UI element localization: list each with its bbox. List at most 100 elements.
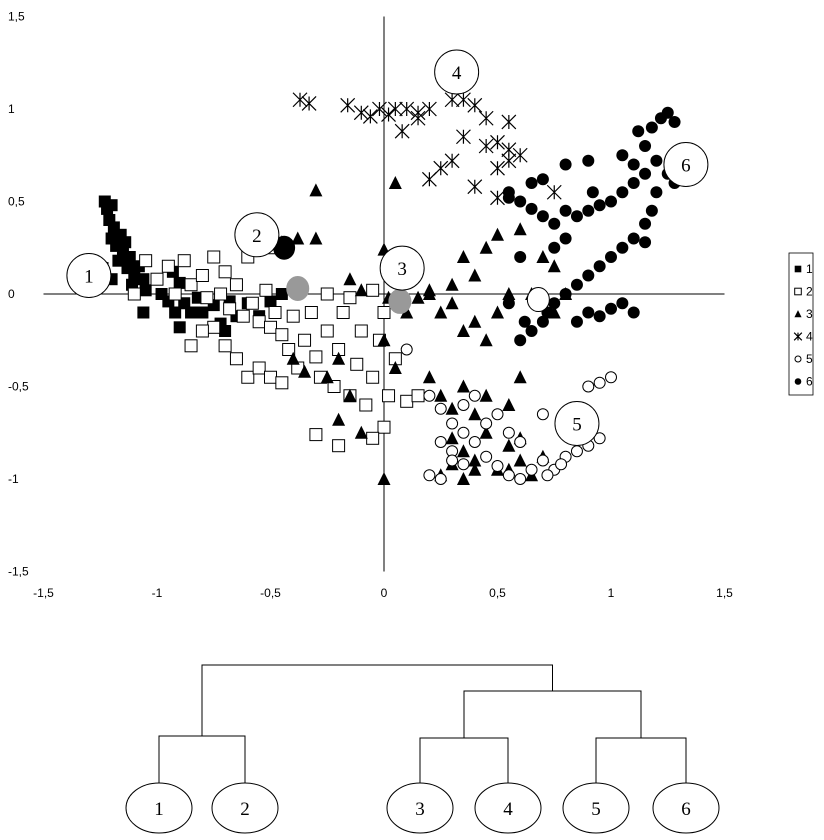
data-point (360, 399, 372, 411)
data-point (456, 93, 470, 107)
data-point (537, 409, 548, 420)
data-point (492, 409, 503, 420)
data-point (639, 236, 651, 248)
data-point (605, 303, 617, 315)
data-point (469, 437, 480, 448)
data-point (537, 173, 549, 185)
dendrogram-leaf-label: 2 (240, 799, 250, 820)
dendrogram-leaf-label: 1 (154, 799, 164, 820)
data-point (400, 102, 414, 116)
data-point (616, 149, 628, 161)
y-tick-label: 0 (8, 287, 15, 301)
data-point (378, 472, 391, 485)
data-point (548, 259, 561, 272)
data-point (355, 283, 368, 296)
x-tick-label: -1,5 (33, 586, 54, 600)
data-point (582, 307, 594, 319)
data-point (628, 159, 640, 171)
dendrogram-link (596, 738, 686, 785)
x-tick-label: -0,5 (260, 586, 281, 600)
data-point (491, 306, 504, 319)
dendrogram-link (420, 738, 508, 785)
dendrogram-leaf-label: 3 (415, 799, 425, 820)
data-point (795, 356, 801, 362)
data-point (514, 251, 526, 263)
cluster-label: 1 (84, 267, 94, 288)
data-point (446, 402, 459, 415)
data-point (201, 292, 213, 304)
data-point (208, 251, 220, 263)
data-point (151, 273, 163, 285)
data-point (502, 439, 515, 452)
data-point (445, 93, 459, 107)
data-point (447, 418, 458, 429)
data-point (219, 325, 231, 337)
data-point (215, 288, 227, 300)
data-point (230, 353, 242, 365)
data-point (594, 199, 606, 211)
data-point (367, 432, 379, 444)
data-point (219, 340, 231, 352)
data-point (560, 233, 572, 245)
data-point (237, 310, 249, 322)
data-point (594, 377, 605, 388)
data-point (502, 154, 516, 168)
data-point (503, 297, 515, 309)
data-point (492, 461, 503, 472)
data-point (519, 316, 531, 328)
data-point (423, 370, 436, 383)
data-point (571, 316, 583, 328)
data-point (446, 278, 459, 291)
legend-label: 2 (806, 285, 813, 299)
y-tick-label: -0,5 (8, 380, 29, 394)
data-point (514, 334, 526, 346)
data-point (491, 161, 505, 175)
data-point (208, 321, 220, 333)
y-tick-labels: 1,510,50-0,5-1-1,5 (8, 10, 29, 579)
data-point (502, 115, 516, 129)
data-point (646, 205, 658, 217)
data-point (253, 362, 265, 374)
dendrogram-link (202, 665, 553, 736)
data-point (583, 381, 594, 392)
data-point (468, 180, 482, 194)
data-point (169, 288, 181, 300)
data-point (587, 186, 599, 198)
data-point (481, 451, 492, 462)
data-point (343, 272, 356, 285)
legend-label: 1 (806, 262, 813, 276)
data-point (344, 292, 356, 304)
data-point (389, 176, 402, 189)
data-point (628, 177, 640, 189)
data-point (515, 474, 526, 485)
y-tick-label: 1,5 (8, 10, 25, 24)
dendrogram: 123456 (126, 665, 719, 833)
data-point (457, 250, 470, 263)
data-point (162, 260, 174, 272)
dendrogram-leaf-label: 5 (591, 799, 601, 820)
data-point (669, 116, 681, 128)
data-point (434, 389, 447, 402)
data-point (445, 154, 459, 168)
data-point (594, 260, 606, 272)
data-point (503, 427, 514, 438)
data-point (480, 333, 493, 346)
data-point (423, 283, 436, 296)
legend-label: 5 (806, 352, 813, 366)
data-point (276, 329, 288, 341)
data-point (560, 205, 572, 217)
x-tick-label: 1 (608, 586, 615, 600)
data-point (355, 426, 368, 439)
legend-label: 3 (806, 307, 813, 321)
data-point (185, 279, 197, 291)
cluster-label: 3 (397, 259, 407, 280)
data-point (503, 192, 515, 204)
data-point (628, 233, 640, 245)
data-point (355, 325, 367, 337)
data-point (503, 470, 514, 481)
data-point (537, 210, 549, 222)
data-point (174, 277, 186, 289)
data-point (632, 125, 644, 137)
data-point (424, 470, 435, 481)
data-point (106, 199, 118, 211)
